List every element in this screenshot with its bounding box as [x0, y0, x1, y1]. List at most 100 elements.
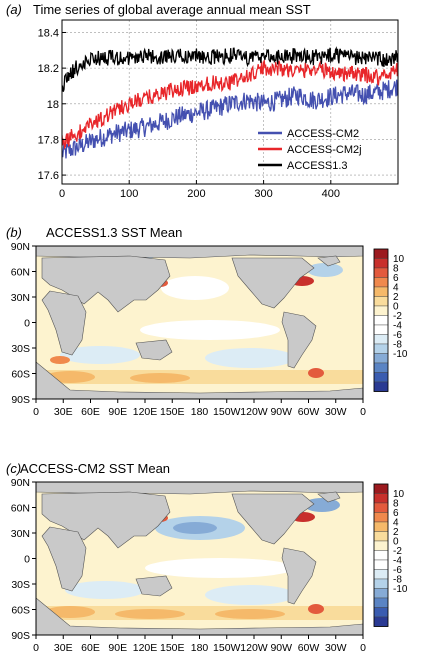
colorbar-segment — [373, 569, 389, 580]
colorbar-segment — [373, 305, 389, 316]
lon-tick-label: 0 — [360, 406, 366, 418]
colorbar-segment — [373, 334, 389, 345]
lat-tick-label: 60N — [11, 503, 30, 515]
x-tick-label: 0 — [59, 188, 65, 200]
lon-tick-label: 90E — [108, 642, 127, 654]
lat-tick-label: 90N — [11, 241, 30, 253]
colorbar-tick-label: 8 — [393, 264, 399, 275]
warm-band-southern-ocean — [36, 606, 363, 620]
colorbar-segment — [373, 550, 389, 561]
colorbar-segment — [373, 286, 389, 297]
colorbar-tick-label: 10 — [393, 489, 405, 500]
x-tick-label: 100 — [120, 188, 138, 200]
lon-tick-label: 120E — [133, 642, 158, 654]
lon-tick-label: 180 — [191, 406, 209, 418]
colorbar-segment — [373, 493, 389, 504]
colorbar-tick-label: -8 — [393, 575, 402, 586]
colorbar-segment — [373, 324, 389, 335]
colorbar-tick-label: 2 — [393, 527, 399, 538]
panel-b-title: ACCESS1.3 SST Mean — [46, 225, 182, 240]
colorbar-tick-label: -4 — [393, 556, 402, 567]
panel-c: (c) ACCESS-CM2 SST Mean — [6, 461, 408, 654]
panel-b: (b) ACCESS1.3 SST Mean — [6, 225, 408, 418]
colorbar-segment — [373, 607, 389, 618]
panel-a-letter: (a) — [6, 2, 22, 17]
colorbar-segment — [373, 315, 389, 326]
lat-tick-label: 30S — [11, 343, 30, 355]
colorbar-segment — [373, 531, 389, 542]
panel-c-map — [36, 482, 363, 635]
panel-b-map — [36, 246, 363, 399]
colorbar-segment — [373, 296, 389, 307]
lat-tick-label: 60S — [11, 605, 30, 617]
lat-tick-label: 90S — [11, 630, 30, 642]
lon-tick-label: 60E — [81, 406, 100, 418]
cool-patch-south-pacific — [205, 585, 295, 605]
cool-patch-tropics — [145, 558, 295, 578]
y-tick-label: 18.2 — [38, 63, 59, 75]
y-tick-label: 18.4 — [38, 27, 59, 39]
series-line-access1-3 — [62, 46, 398, 92]
cool-patch-south-pacific — [205, 348, 295, 368]
lat-tick-label: 60N — [11, 267, 30, 279]
colorbar-segment — [373, 512, 389, 523]
colorbar-segment — [373, 248, 389, 259]
lon-tick-label: 120W — [240, 406, 268, 418]
colorbar-tick-label: 6 — [393, 508, 399, 519]
colorbar-segment — [373, 258, 389, 269]
lat-tick-label: 0 — [24, 554, 30, 566]
colorbar-tick-label: 8 — [393, 499, 399, 510]
colorbar-tick-label: 10 — [393, 254, 405, 265]
panel-b-letter: (b) — [6, 225, 22, 240]
panel-a-title: Time series of global average annual mea… — [33, 2, 311, 17]
warm-band-southern-ocean — [36, 370, 363, 384]
colorbar-segment — [373, 616, 389, 627]
lon-tick-label: 0 — [360, 642, 366, 654]
y-tick-label: 18 — [47, 99, 59, 111]
lon-tick-label: 90W — [270, 642, 292, 654]
colorbar-tick-label: 4 — [393, 283, 399, 294]
colorbar-tick-label: -2 — [393, 546, 402, 557]
colorbar-segment — [373, 578, 389, 589]
lon-tick-label: 0 — [33, 642, 39, 654]
colorbar-segment — [373, 267, 389, 278]
lon-tick-label: 30W — [325, 642, 347, 654]
lon-tick-label: 30E — [54, 406, 73, 418]
lon-tick-label: 120W — [240, 642, 268, 654]
lon-tick-label: 150E — [160, 406, 185, 418]
warm-patch-south-indian — [130, 373, 190, 383]
lon-tick-label: 150W — [213, 642, 241, 654]
lat-tick-label: 30N — [11, 292, 30, 304]
y-tick-label: 17.6 — [38, 170, 59, 182]
colorbar-tick-label: -4 — [393, 321, 402, 332]
colorbar-segment — [373, 559, 389, 570]
colorbar-segment — [373, 597, 389, 608]
panel-c-letter: (c) — [6, 461, 21, 476]
colorbar-tick-label: 0 — [393, 302, 399, 313]
lon-tick-label: 60W — [298, 642, 320, 654]
warm-patch-south-atlantic — [45, 606, 95, 618]
colorbar-tick-label: -8 — [393, 340, 402, 351]
series-line-access-cm2j — [62, 58, 398, 150]
lon-tick-label: 150E — [160, 642, 185, 654]
panel-a: (a) Time series of global average annual… — [6, 2, 399, 200]
x-tick-label: 200 — [187, 188, 205, 200]
colorbar-segment — [373, 483, 389, 494]
colorbar-segment — [373, 381, 389, 392]
colorbar-tick-label: -2 — [393, 311, 402, 322]
colorbar-segment — [373, 540, 389, 551]
panel-a-series — [62, 46, 398, 159]
colorbar-tick-label: 2 — [393, 292, 399, 303]
lon-tick-label: 150W — [213, 406, 241, 418]
cool-patch-north-pacific — [161, 276, 229, 300]
warm-spot-brazil — [308, 368, 324, 378]
lon-tick-label: 60W — [298, 406, 320, 418]
colorbar-segment — [373, 502, 389, 513]
cool-patch-tropics — [140, 320, 280, 340]
panel-c-title: ACCESS-CM2 SST Mean — [20, 461, 170, 476]
colorbar-segment — [373, 521, 389, 532]
colorbar-tick-label: 4 — [393, 518, 399, 529]
